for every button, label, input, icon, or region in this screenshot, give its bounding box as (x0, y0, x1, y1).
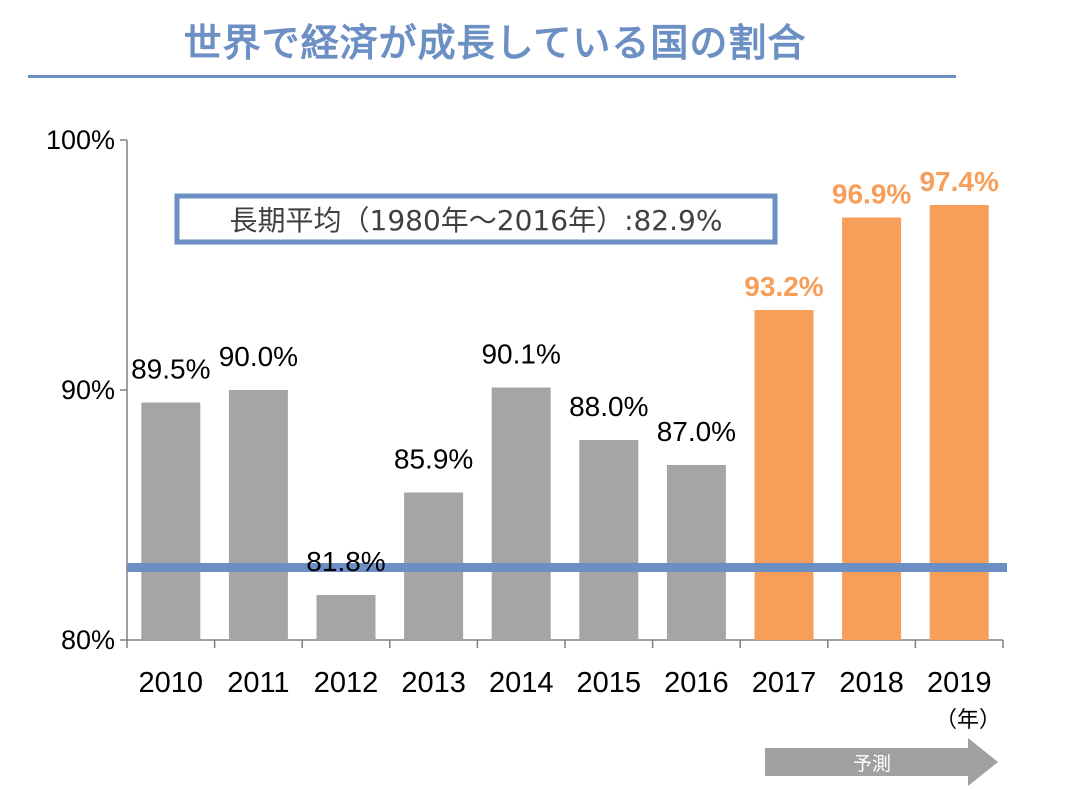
x-category-label: 2010 (139, 667, 204, 699)
page-title: 世界で経済が成長している国の割合 (183, 21, 807, 65)
data-label: 88.0% (569, 391, 648, 422)
title-underline (28, 75, 956, 78)
forecast-bar (842, 217, 902, 640)
bar (491, 387, 551, 640)
forecast-arrow (765, 738, 998, 786)
x-category-label: 2011 (227, 667, 289, 699)
data-label: 93.2% (744, 271, 823, 302)
forecast-label: 予測 (853, 753, 891, 775)
forecast-bar (754, 310, 814, 640)
x-unit-label: （年） (935, 708, 1001, 733)
y-tick-label: 80% (61, 625, 115, 655)
x-category-label: 2017 (752, 667, 817, 699)
average-label-box (174, 193, 778, 245)
data-label: 87.0% (657, 416, 736, 447)
x-category-label: 2014 (489, 667, 554, 699)
data-label: 90.0% (219, 341, 298, 372)
data-label: 85.9% (394, 444, 473, 475)
forecast-bar (929, 205, 989, 640)
data-label: 81.8% (306, 546, 385, 577)
x-category-label: 2018 (839, 667, 904, 699)
labels: 2010 89.5% 2011 90.0% 2012 81.8% 2013 85.9% 2014… (131, 166, 1001, 733)
x-category-label: 2019 (927, 667, 992, 699)
bar (666, 465, 726, 640)
forecast-arrow-group: 予測 (765, 738, 998, 786)
bar (228, 390, 288, 640)
data-label: 97.4% (919, 166, 998, 197)
bar (579, 440, 639, 640)
bars (141, 205, 989, 640)
data-label: 90.1% (481, 339, 560, 370)
x-category-label: 2015 (577, 667, 642, 699)
data-label: 96.9% (832, 179, 911, 210)
bar (316, 595, 376, 640)
x-category-label: 2012 (314, 667, 379, 699)
y-tick-label: 90% (61, 375, 115, 405)
x-category-label: 2013 (401, 667, 466, 699)
x-category-label: 2016 (664, 667, 729, 699)
y-tick-label: 100% (46, 125, 115, 155)
average-label: 長期平均（1980年～2016年）:82.9% (230, 204, 723, 237)
average-line-group: 長期平均（1980年～2016年）:82.9% (127, 193, 1007, 572)
data-label: 89.5% (131, 354, 210, 385)
bar (141, 402, 201, 640)
